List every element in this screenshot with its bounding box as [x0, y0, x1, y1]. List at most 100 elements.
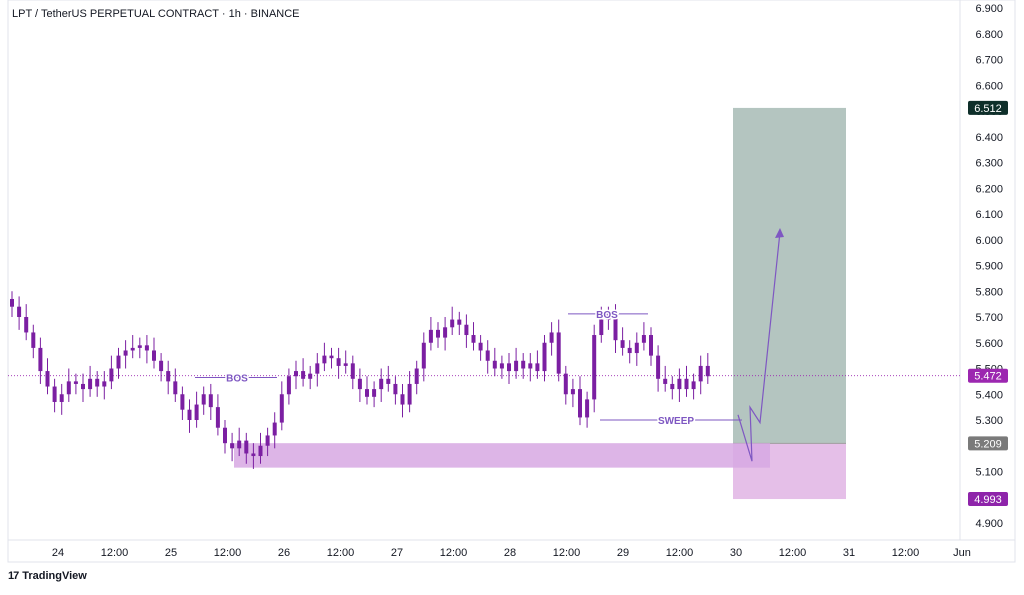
candle-body [38, 347, 43, 372]
y-tick-label: 5.600 [975, 338, 1003, 350]
candle-body [279, 394, 284, 423]
x-axis: 24 12:00 25 12:00 26 12:00 27 12:00 28 12:00 29 12:… [52, 547, 971, 559]
candle-body [173, 381, 178, 395]
candle-body [223, 427, 227, 444]
profit-zone [733, 107, 846, 444]
y-tick-label: 6.800 [975, 29, 1003, 41]
candle-body [634, 342, 639, 354]
candle-body [130, 347, 135, 351]
candle-body [499, 363, 504, 369]
brand-name: TradingView [22, 570, 87, 582]
candle-body [315, 363, 320, 374]
y-tick-label: 5.100 [975, 467, 1003, 479]
projection-arrowhead [775, 228, 784, 239]
x-tick-label: 24 [52, 547, 64, 559]
candle-body [17, 306, 22, 317]
tradingview-brand[interactable]: 17 TradingView [8, 570, 87, 582]
candle-body [31, 332, 36, 348]
candle-body [152, 350, 156, 361]
candle-body [578, 389, 582, 418]
y-tick-label: 5.400 [975, 389, 1003, 401]
candle-body [436, 329, 440, 338]
y-tick-label: 6.100 [975, 209, 1003, 221]
candle-body [421, 342, 426, 369]
x-tick-label: 12:00 [779, 547, 807, 559]
candle-body [258, 445, 263, 457]
candle-body [698, 365, 703, 382]
x-tick-label: 12:00 [101, 547, 129, 559]
x-tick-label: 12:00 [440, 547, 468, 559]
stop-badge: 4.993 [974, 494, 1002, 506]
candle-body [45, 371, 50, 387]
y-tick-label: 5.800 [975, 286, 1003, 298]
candle-body [194, 404, 199, 420]
x-tick-label: 30 [730, 547, 742, 559]
y-tick-label: 6.400 [975, 132, 1003, 144]
candle-body [215, 407, 220, 428]
bos-label-1: BOS [226, 374, 248, 385]
candle-body [542, 342, 547, 372]
candle-body [237, 440, 242, 449]
candle-body [684, 378, 689, 390]
x-tick-label: 29 [617, 547, 629, 559]
candle-body [372, 389, 377, 397]
candle-body [329, 355, 334, 359]
candle-body [116, 355, 121, 369]
candle-body [613, 314, 618, 341]
sweep-label: SWEEP [658, 416, 694, 427]
candle-body [677, 378, 682, 390]
candle-body [357, 378, 362, 390]
entry-badge-bg [968, 436, 1008, 451]
candle-body [464, 324, 469, 336]
x-tick-label: 26 [278, 547, 290, 559]
candle-body [549, 332, 554, 343]
chart-border [7, 0, 1016, 563]
candle-body [606, 314, 611, 320]
y-tick-label: 6.300 [975, 158, 1003, 170]
candle-body [478, 342, 483, 351]
candle-body [428, 329, 433, 343]
candle-body [166, 371, 171, 382]
target-badge: 6.512 [974, 103, 1002, 115]
candle-body [336, 358, 341, 366]
candle-body [95, 378, 100, 387]
candle-body [59, 394, 64, 402]
candle-body [123, 350, 128, 356]
candle-body [492, 360, 497, 369]
x-tick-label: 12:00 [214, 547, 242, 559]
current-price-badge: 5.472 [974, 371, 1002, 383]
overlays: BOS BOS SWEEP [195, 228, 784, 462]
y-tick-label: 5.900 [975, 261, 1003, 273]
target-badge-bg [968, 100, 1008, 115]
position-zones [8, 107, 960, 500]
candle-body [705, 365, 710, 377]
candle-body [393, 383, 398, 395]
candles [10, 291, 710, 469]
candle-body [641, 335, 646, 343]
candle-body [570, 389, 575, 395]
stop-badge-bg [968, 492, 1008, 507]
bos-label-2: BOS [596, 310, 618, 321]
candle-body [52, 386, 57, 402]
candle-body [102, 381, 107, 387]
candle-body [535, 363, 540, 372]
x-tick-label: 28 [504, 547, 516, 559]
demand-zone [234, 443, 770, 468]
candle-body [286, 376, 291, 395]
candle-body [187, 409, 192, 420]
candle-body [585, 399, 590, 418]
candle-body [109, 368, 114, 382]
candle-body [450, 319, 455, 328]
projection-path [737, 231, 781, 462]
x-tick-label: 12:00 [553, 547, 581, 559]
candle-body [144, 345, 149, 351]
candle-body [301, 371, 306, 379]
x-tick-label: 31 [843, 547, 855, 559]
candle-body [322, 355, 327, 364]
candle-body [81, 383, 85, 390]
candle-body [230, 443, 235, 449]
candle-body [66, 381, 71, 395]
